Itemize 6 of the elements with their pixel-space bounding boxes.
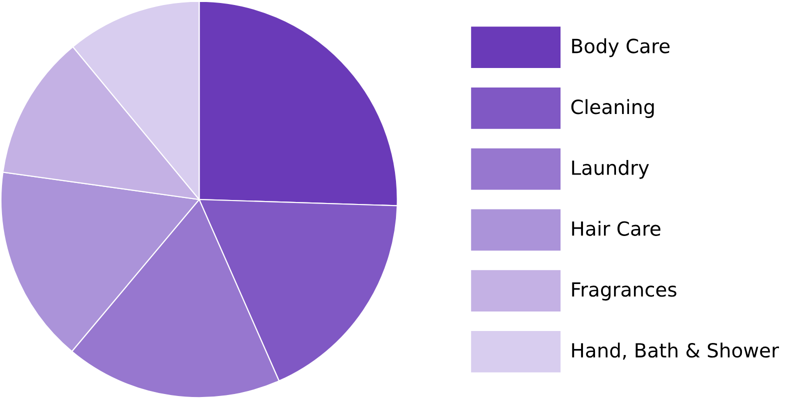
legend-label: Laundry — [572, 160, 649, 179]
legend-label: Fragrances — [572, 282, 676, 301]
legend-label: Hair Care — [572, 220, 660, 236]
legend-label: Hand, Bath & Shower — [572, 342, 779, 360]
legend-label: Cleaning — [571, 99, 654, 118]
legend-label: Body Care — [572, 38, 670, 58]
